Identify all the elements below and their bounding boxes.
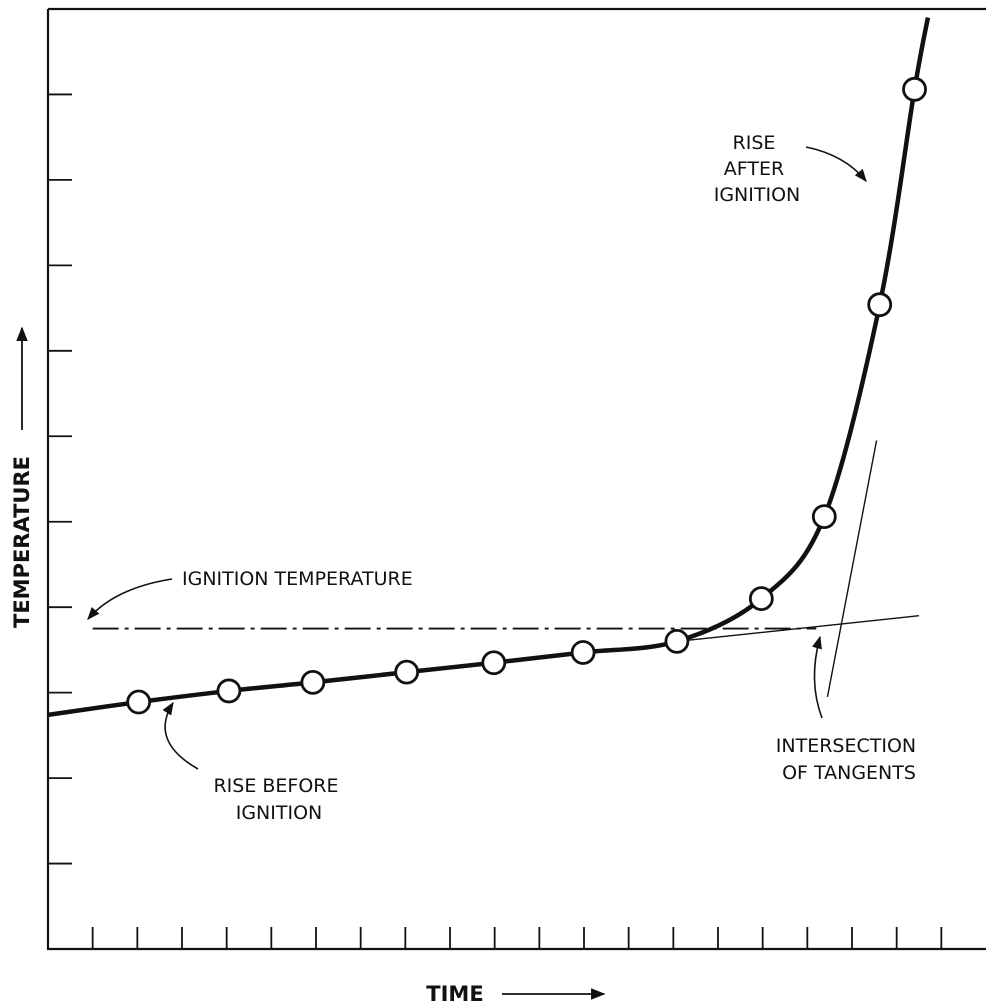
data-point-marker xyxy=(811,504,837,529)
tangent-line xyxy=(826,440,878,698)
axis-titles: TIME TEMPERATURE xyxy=(10,326,606,1006)
pointer-arrow-intersection xyxy=(812,635,823,719)
annotation-rise-after-ignition: RISE AFTER IGNITION xyxy=(714,132,801,206)
data-point-marker xyxy=(216,678,242,704)
pointer-arrow-rise-after xyxy=(805,146,867,182)
y-axis-title: TEMPERATURE xyxy=(10,456,34,628)
pointer-arrow-ignition-temperature xyxy=(87,578,173,620)
annotation-line: RISE BEFORE xyxy=(213,775,338,797)
annotation-ignition-temperature: IGNITION TEMPERATURE xyxy=(182,568,413,590)
data-point-marker xyxy=(570,640,596,665)
temperature-series xyxy=(47,17,931,718)
plot-border xyxy=(46,7,986,951)
annotation-line: OF TANGENTS xyxy=(782,762,916,784)
annotation-line: AFTER xyxy=(724,158,784,180)
annotation-intersection-of-tangents: INTERSECTION OF TANGENTS xyxy=(776,735,922,784)
annotations: RISE AFTER IGNITION IGNITION TEMPERATURE… xyxy=(87,132,922,824)
annotation-line: RISE xyxy=(733,132,776,154)
annotation-line: INTERSECTION xyxy=(776,735,916,757)
x-axis-title: TIME xyxy=(426,982,483,1006)
annotation-line: IGNITION xyxy=(236,802,323,824)
data-point-marker xyxy=(867,292,893,318)
data-point-marker xyxy=(902,76,927,102)
tangent-line xyxy=(677,615,920,643)
annotation-line: IGNITION xyxy=(714,184,801,206)
x-axis-ticks xyxy=(91,927,943,949)
y-axis-ticks xyxy=(48,93,72,865)
data-point-marker xyxy=(394,659,420,685)
data-point-marker xyxy=(664,628,690,654)
temperature-curve xyxy=(47,17,931,718)
data-point-marker xyxy=(481,650,507,676)
annotation-rise-before-ignition: RISE BEFORE IGNITION xyxy=(213,775,344,824)
data-point-marker xyxy=(126,689,152,715)
reference-lines xyxy=(92,440,920,698)
data-point-marker xyxy=(300,669,326,695)
pointer-arrow-rise-before xyxy=(162,701,199,770)
data-point-marker xyxy=(748,586,774,612)
plot-frame xyxy=(46,7,986,951)
